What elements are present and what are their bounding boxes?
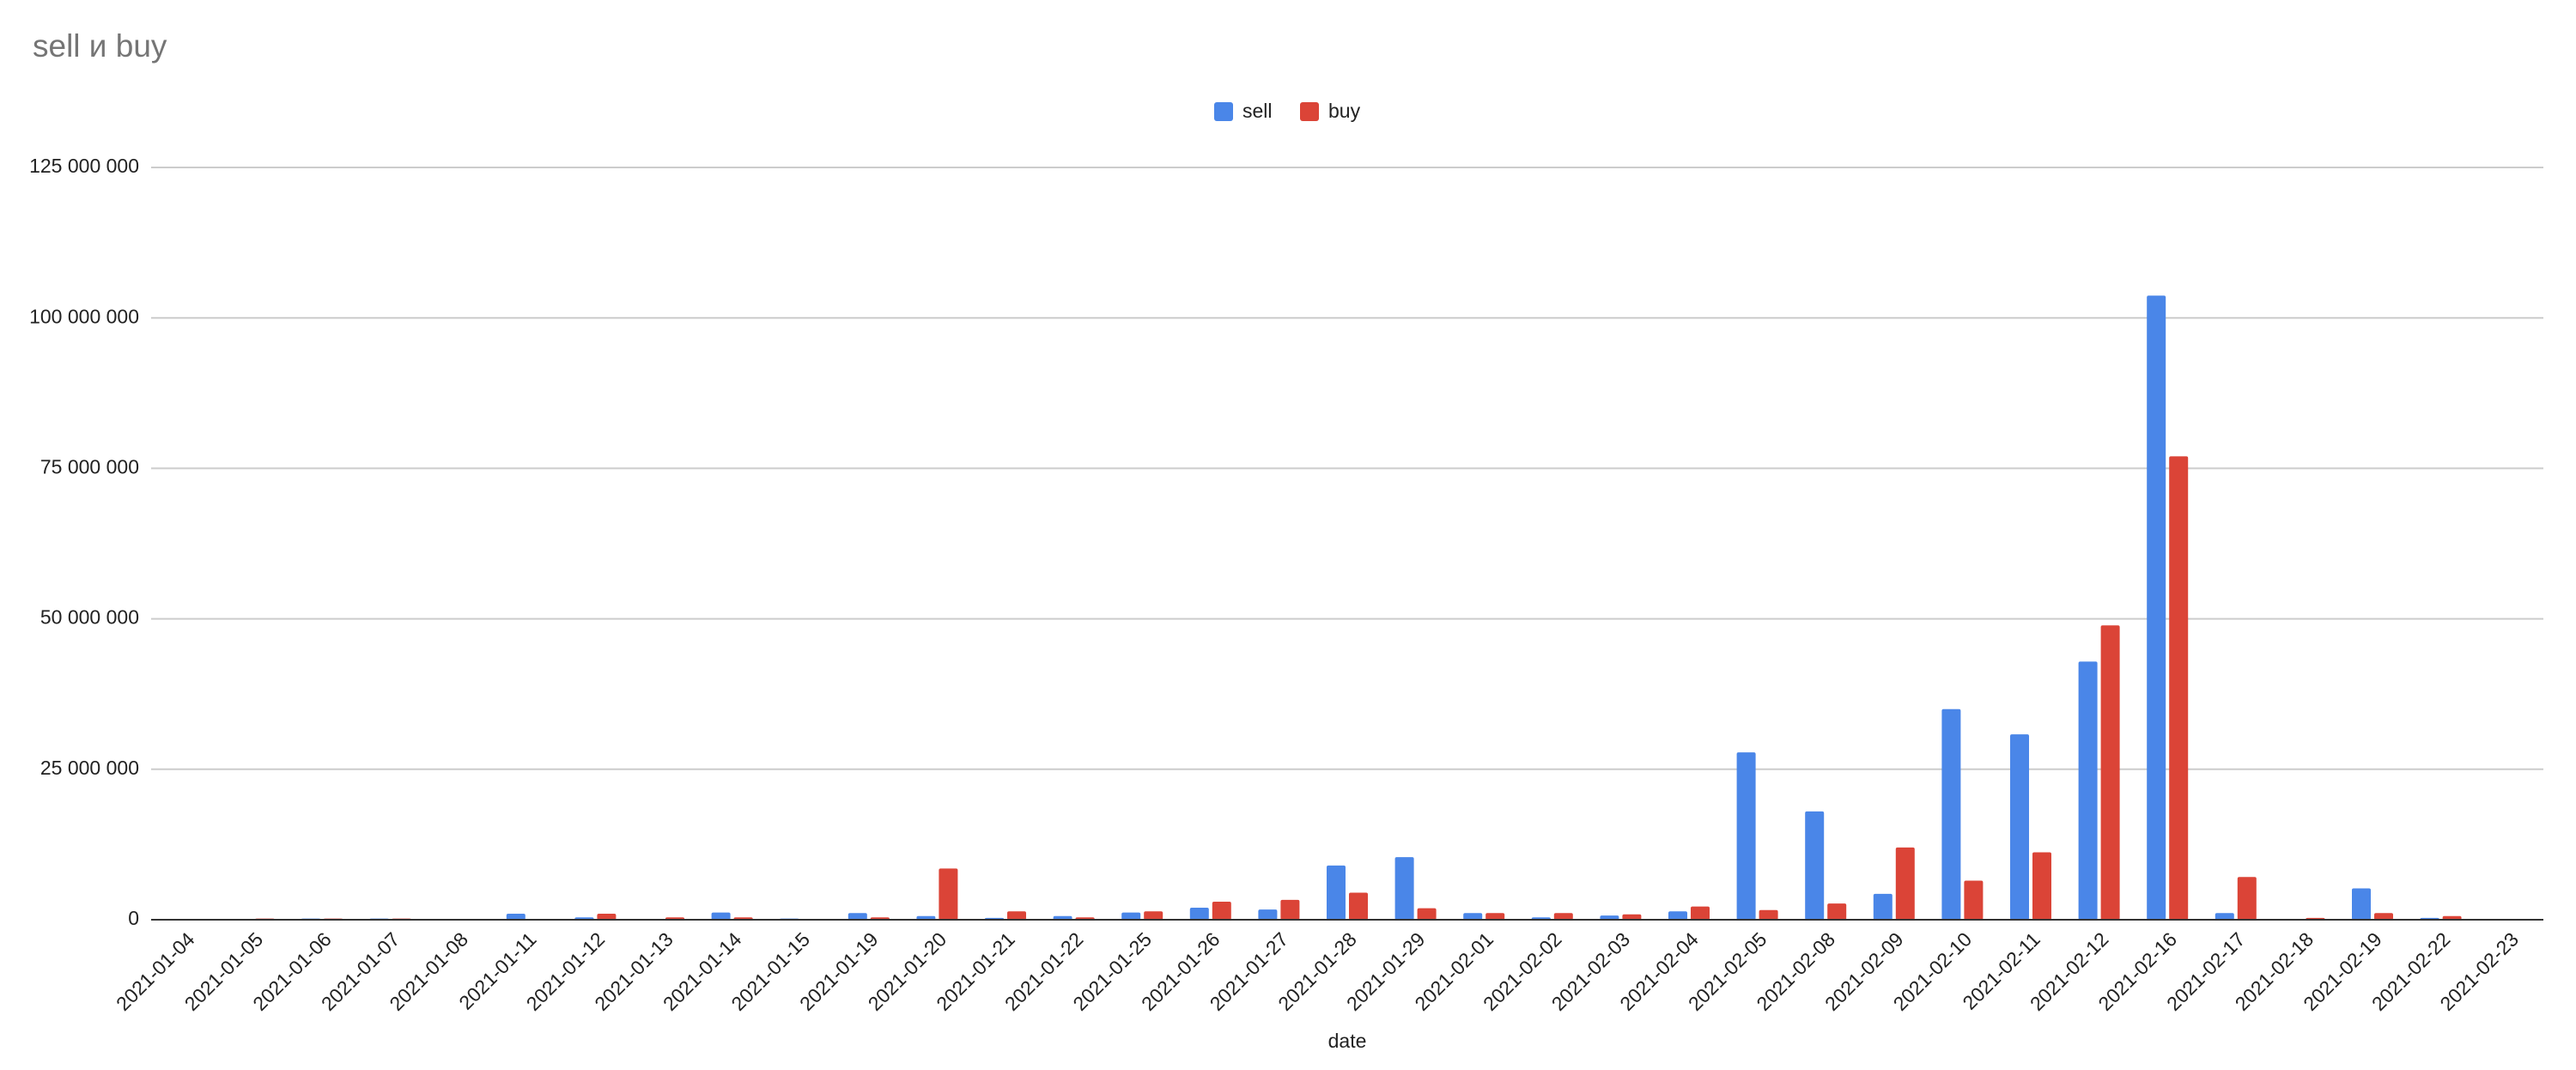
bar bbox=[2237, 877, 2257, 920]
bar bbox=[1394, 857, 1414, 920]
bar bbox=[1805, 811, 1825, 920]
bar bbox=[1691, 906, 1710, 920]
bar bbox=[2010, 734, 2029, 920]
bar bbox=[711, 912, 731, 920]
bar bbox=[1463, 913, 1483, 920]
bar bbox=[1964, 880, 1984, 920]
bar bbox=[1553, 913, 1573, 920]
y-tick-label: 100 000 000 bbox=[29, 305, 139, 327]
bar bbox=[1212, 901, 1231, 920]
bar bbox=[2100, 625, 2120, 920]
x-axis-label: date bbox=[1328, 1030, 1367, 1052]
bar bbox=[1121, 912, 1141, 920]
bar bbox=[2215, 913, 2234, 920]
bar bbox=[1053, 915, 1072, 920]
legend-label: buy bbox=[1328, 100, 1361, 122]
y-tick-label: 125 000 000 bbox=[29, 155, 139, 177]
legend-label: sell bbox=[1242, 100, 1273, 122]
bar bbox=[597, 913, 617, 920]
bar bbox=[1144, 911, 1163, 920]
y-tick-label: 50 000 000 bbox=[40, 606, 139, 629]
bar bbox=[1258, 909, 1278, 920]
bar bbox=[2442, 915, 2462, 920]
bar bbox=[1327, 865, 1346, 920]
bar bbox=[1759, 909, 1778, 920]
bar bbox=[1736, 752, 1756, 920]
bar bbox=[1895, 847, 1915, 920]
bar bbox=[2169, 456, 2189, 920]
bar bbox=[1007, 911, 1026, 920]
bar bbox=[1622, 914, 1642, 920]
bar bbox=[2374, 913, 2393, 920]
bar bbox=[1280, 899, 1300, 920]
bar bbox=[2032, 852, 2051, 920]
bar bbox=[1189, 907, 1209, 920]
legend-swatch bbox=[1214, 102, 1233, 121]
bar bbox=[1600, 915, 1619, 920]
bar bbox=[2352, 888, 2371, 920]
bar bbox=[916, 915, 936, 920]
bar bbox=[848, 913, 867, 920]
bar bbox=[2147, 295, 2166, 920]
bar bbox=[2078, 661, 2098, 920]
bar bbox=[1417, 908, 1437, 920]
legend-swatch bbox=[1300, 102, 1319, 121]
bar bbox=[1668, 911, 1687, 920]
bar bbox=[506, 913, 526, 920]
bar bbox=[1873, 893, 1893, 920]
bar bbox=[1485, 913, 1505, 920]
bar bbox=[1941, 708, 1961, 920]
bar bbox=[1349, 892, 1368, 920]
chart-title: sell и buy bbox=[33, 28, 167, 64]
bar bbox=[1827, 903, 1847, 920]
y-tick-label: 75 000 000 bbox=[40, 455, 139, 477]
bar bbox=[939, 868, 958, 920]
y-tick-label: 0 bbox=[128, 907, 139, 929]
y-tick-label: 25 000 000 bbox=[40, 757, 139, 779]
